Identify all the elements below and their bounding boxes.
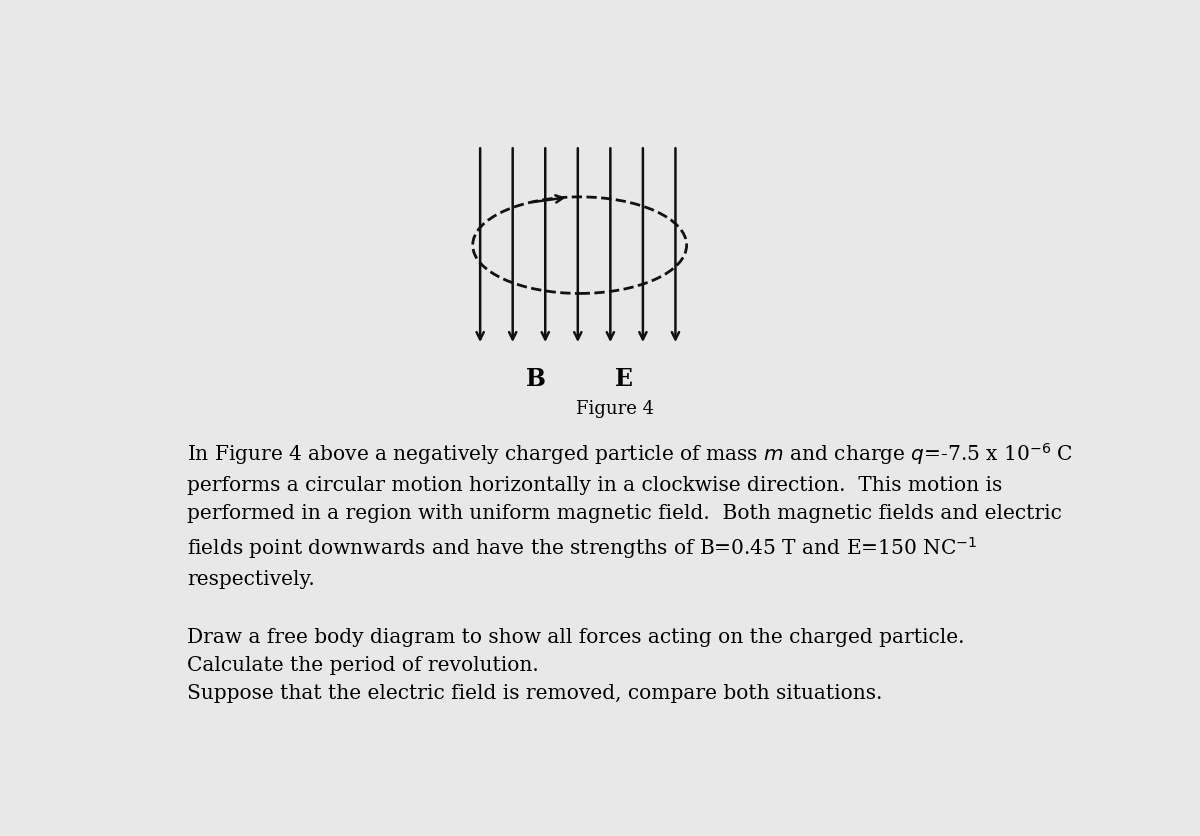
Text: B: B — [526, 368, 546, 391]
Text: E: E — [616, 368, 634, 391]
Text: In Figure 4 above a negatively charged particle of mass $m$ and charge $q$=-7.5 : In Figure 4 above a negatively charged p… — [187, 441, 1073, 589]
Text: Figure 4: Figure 4 — [576, 400, 654, 418]
Text: Draw a free body diagram to show all forces acting on the charged particle.
Calc: Draw a free body diagram to show all for… — [187, 628, 965, 703]
